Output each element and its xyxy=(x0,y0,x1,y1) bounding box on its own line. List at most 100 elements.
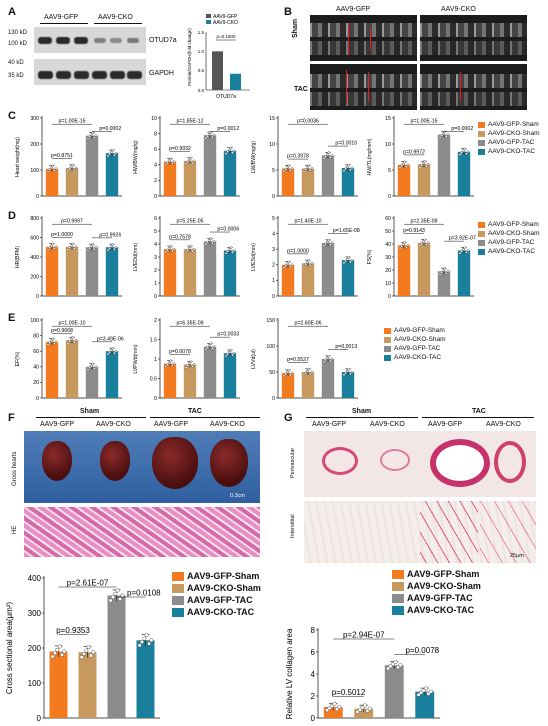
data-point xyxy=(227,248,231,251)
y-tick-label: 5 xyxy=(272,168,275,174)
y-tick-label: 40 xyxy=(33,365,39,371)
y-axis-label: HW/BW(mg/g) xyxy=(133,140,139,174)
y-axis-label: Heart weight(mg) xyxy=(15,137,21,177)
data-point xyxy=(289,373,292,377)
data-point xyxy=(460,250,463,253)
group-label-cko: AAV9-CKO xyxy=(98,14,133,21)
g-col-3: AAV9-GFP xyxy=(428,421,463,428)
data-point xyxy=(115,588,120,593)
data-point xyxy=(440,270,443,274)
data-point xyxy=(232,149,236,153)
data-point xyxy=(290,263,294,267)
data-point xyxy=(74,166,78,170)
legend-label: AAV9-GFP-TAC xyxy=(488,239,535,246)
data-point xyxy=(443,267,447,270)
p-value: p=0.0036 xyxy=(297,119,319,125)
bar xyxy=(183,364,197,398)
data-point xyxy=(46,343,50,346)
f-row-gross: Gross hearts xyxy=(12,451,18,486)
data-point xyxy=(81,651,86,656)
f-col-1: AAV9-GFP xyxy=(40,421,75,428)
data-point xyxy=(362,703,367,708)
bar xyxy=(415,691,435,718)
g-top-sham: Sham xyxy=(352,408,372,415)
data-point xyxy=(184,365,188,369)
data-point xyxy=(425,243,428,246)
y-tick-label: 0 xyxy=(388,294,391,300)
mw-130: 130 kD xyxy=(8,30,28,36)
data-point xyxy=(304,262,307,266)
chart-fs: FS(%) 0 10 20 30 40 50 60 p=2.35E-09 p=0.9143 p=3.… xyxy=(367,216,476,300)
legend-swatch xyxy=(478,239,485,246)
data-point xyxy=(110,595,115,600)
western-blot-gapdh xyxy=(34,59,146,85)
y-tick-label: 2 xyxy=(272,263,275,269)
data-point xyxy=(69,244,73,248)
panel-c-label: C xyxy=(8,110,16,122)
y-axis-label: FS(%) xyxy=(367,249,373,264)
y-tick-label: 0 xyxy=(36,396,39,402)
legend-row-d: AAV9-GFP-Sham AAV9-CKO-Sham AAV9-GFP-TAC AA… xyxy=(478,220,540,256)
p-value: p=0.0006 xyxy=(217,227,239,233)
data-point xyxy=(224,252,228,255)
legend-item: AAV9-GFP-TAC xyxy=(478,138,540,147)
data-point xyxy=(393,660,398,665)
legend-row-c: AAV9-GFP-Sham AAV9-CKO-Sham AAV9-GFP-TAC AA… xyxy=(478,120,540,156)
data-point xyxy=(49,244,53,248)
y-tick-label: 1 xyxy=(154,357,157,363)
panel-d-label: D xyxy=(8,210,16,222)
data-point xyxy=(226,150,229,153)
f-row-he: HE xyxy=(12,525,18,534)
bar xyxy=(163,363,177,398)
data-point xyxy=(94,365,98,369)
data-point xyxy=(88,135,91,138)
data-point xyxy=(285,370,289,374)
data-point xyxy=(423,686,428,691)
data-point xyxy=(406,163,410,167)
data-point xyxy=(426,162,430,166)
bar xyxy=(397,245,411,296)
echo-col-cko: AAV9-CKO xyxy=(441,6,476,13)
legend-swatch xyxy=(478,230,485,237)
data-point xyxy=(55,647,60,652)
y-tick-label: 4 xyxy=(311,670,316,679)
legend-swatch xyxy=(478,148,485,155)
y-tick-label: 5 xyxy=(272,216,275,222)
y-tick-label: 100 xyxy=(30,168,39,174)
chart-lvesd: LVESd(mm) 0 1 2 3 4 5 p=1.40E-10 p=1.0000 p=1.65E… xyxy=(251,216,360,300)
y-tick-label: 50 xyxy=(269,370,275,376)
data-point xyxy=(330,154,334,157)
data-point xyxy=(94,134,98,137)
chart-hw-tl: HW/TL(mg/mm) 0 5 10 15 p=1.00E-15 p=0.9972 p=0.… xyxy=(367,116,474,200)
data-point xyxy=(287,164,291,167)
data-point xyxy=(398,246,402,250)
bar xyxy=(183,160,197,196)
western-blot-otud7a xyxy=(34,27,146,53)
f-top-tac: TAC xyxy=(188,408,202,415)
bar xyxy=(105,351,119,398)
data-point xyxy=(400,164,403,168)
data-point xyxy=(310,261,314,265)
legend-label: AAV9-CKO-TAC xyxy=(488,148,536,155)
chart-lw-bw: LW/BW(mg/g) 0 5 10 15 p=0.0036 p=0.3978 p=0.001… xyxy=(251,116,358,200)
chart-hr: HR(BPM) 0 200 400 600 800 p=0.9997 p=1.0000 p=0.… xyxy=(15,216,122,300)
bar xyxy=(341,260,355,296)
p-value: p=0.0108 xyxy=(127,589,161,598)
y-tick-label: 0.5 xyxy=(150,376,157,382)
legend-label: AAV9-GFP-TAC xyxy=(407,593,473,603)
data-point xyxy=(305,369,309,373)
data-point xyxy=(172,362,176,365)
y-axis-label: LVPWd(mm) xyxy=(133,344,139,374)
legend-swatch xyxy=(172,583,184,593)
data-point xyxy=(204,136,208,140)
interstitial-panel: 25μm xyxy=(304,501,536,563)
g-col-4: AAV9-CKO xyxy=(486,421,521,428)
p-value: p=1.40E-10 xyxy=(295,219,322,225)
data-point xyxy=(329,243,332,247)
y-tick-label: 4 xyxy=(154,163,157,169)
data-point xyxy=(66,169,70,173)
p-value: p=0.9143 xyxy=(403,228,425,234)
p-value: p=1.65E-08 xyxy=(333,228,360,234)
data-point xyxy=(54,167,58,171)
y-tick-label: 40 xyxy=(385,242,391,248)
